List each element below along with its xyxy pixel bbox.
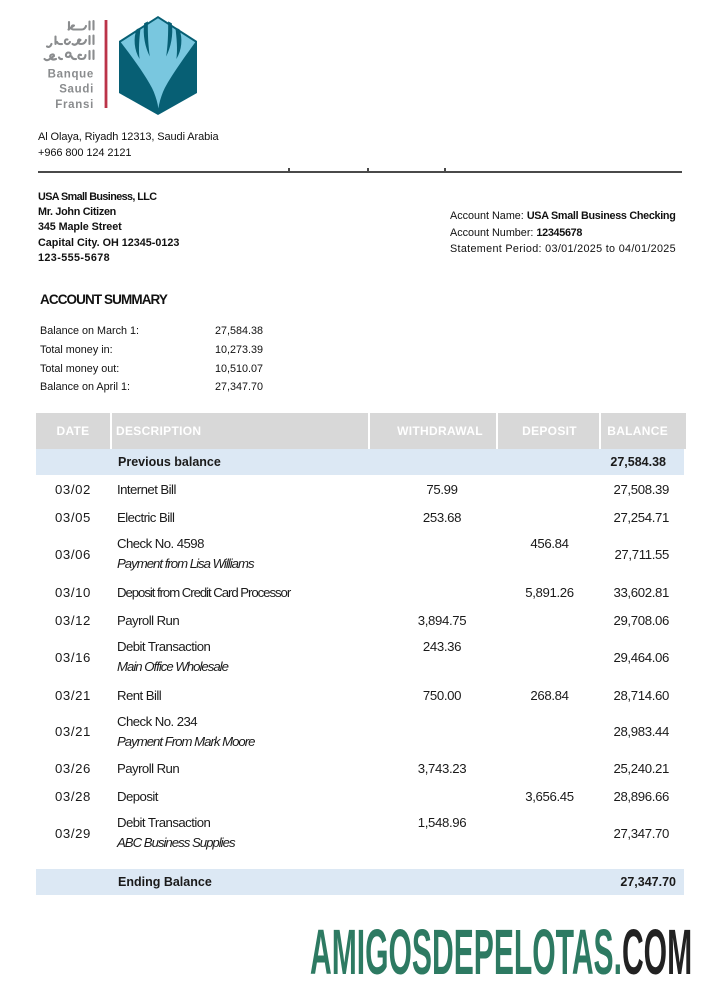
svg-text:Fransi: Fransi	[55, 99, 94, 111]
svg-text:Saudi: Saudi	[59, 84, 94, 96]
svg-text:Banque: Banque	[48, 68, 94, 80]
